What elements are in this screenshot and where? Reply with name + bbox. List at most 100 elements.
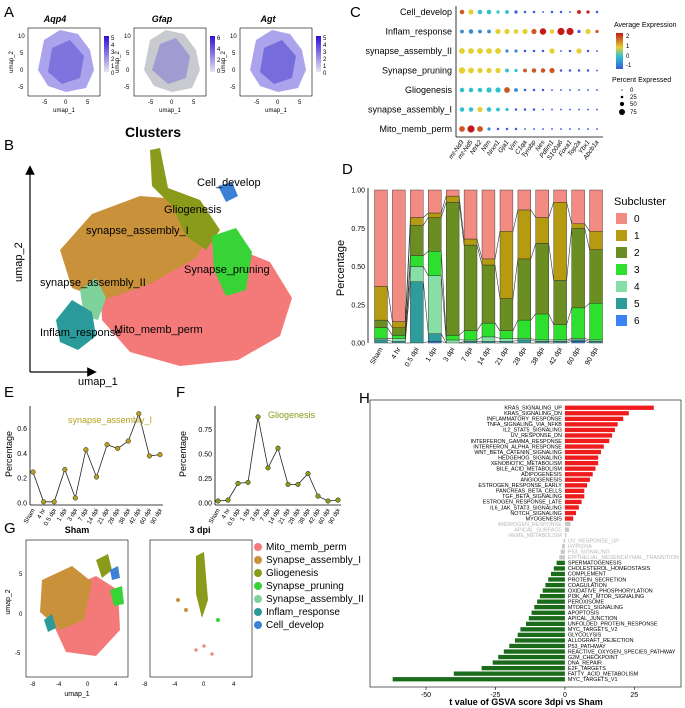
scale-label: 6: [217, 36, 221, 42]
gsva-bar: [564, 449, 601, 455]
dotplot-dot: [595, 29, 599, 34]
x-tick-label: 14 dpi: [477, 346, 493, 366]
gsva-bar: [503, 649, 565, 654]
data-point: [104, 442, 110, 448]
scale-label: 3: [111, 50, 115, 56]
dotplot-dot: [585, 28, 591, 35]
stacked-bar-segment: [446, 339, 460, 344]
legend-label: Inflam_response: [266, 607, 340, 618]
alluvial-line: [440, 251, 447, 336]
alluvial-line: [566, 339, 572, 342]
x-tick: -8: [30, 682, 36, 688]
panel-letter-c: C: [350, 4, 361, 21]
umap-points: [144, 30, 200, 92]
dotplot-dot: [523, 49, 527, 53]
panel-d: Sham 4 hr 0.5 dpi 1 dpi 3 dpi 7 dpi 14 dpi 21 d…: [335, 188, 666, 369]
stacked-bar-segment: [571, 189, 585, 224]
data-point: [125, 438, 131, 444]
stacked-bar-segment: [374, 286, 388, 321]
scale-label: 0: [111, 71, 115, 77]
y-tick-label: 0.50: [198, 452, 212, 459]
stacked-bar-segment: [428, 250, 442, 276]
alluvial-line: [458, 202, 465, 246]
stacked-bar-segment: [499, 338, 514, 342]
x-axis-label: umap_1: [64, 691, 89, 698]
y-tick-label: 0.6: [17, 426, 27, 433]
stacked-bar-segment: [374, 319, 388, 328]
panel-e-title: synapse_assembly_I: [68, 415, 152, 425]
y-tick: 10: [124, 34, 131, 40]
gsva-label: WNT_BETA_CATENIN_SIGNALING: [474, 450, 562, 456]
dotplot-dot: [459, 87, 465, 93]
stacked-bar-segment: [553, 201, 567, 281]
stacked-bar-segment: [410, 281, 424, 344]
stacked-bar-segment: [535, 189, 549, 218]
stacked-bar-segment: [571, 307, 585, 339]
stacked-bar-segment: [589, 303, 603, 341]
panel-letter-b: B: [4, 137, 14, 154]
panel-e-ylabel: Percentage: [4, 431, 14, 477]
dotplot-dot: [551, 108, 553, 111]
panel-b: Clusters Cell_develop Gliogenesis synaps…: [13, 124, 292, 388]
stacked-bar-segment: [589, 231, 603, 250]
data-point: [115, 445, 121, 451]
gsva-bar: [564, 416, 624, 421]
dotplot-dot: [468, 48, 474, 54]
dotplot-row-label: Gliogenesis: [405, 85, 453, 95]
dotplot-dot: [495, 87, 501, 93]
gsva-bar: [562, 544, 565, 549]
dotplot-dot: [549, 48, 555, 54]
dotplot-dot: [596, 50, 598, 52]
y-tick-label: 1.00: [351, 188, 365, 195]
gsva-bar: [548, 577, 565, 582]
gsva-label: MYOGENESIS: [526, 516, 563, 522]
dotplot-dot: [495, 28, 501, 35]
stacked-bar-segment: [428, 341, 442, 344]
panel-d-legend-title: Subcluster: [614, 196, 666, 208]
x-tick-label: 60 dpi: [566, 346, 582, 366]
gsva-bar: [564, 488, 585, 493]
data-point: [146, 453, 152, 459]
umap-points: [250, 30, 306, 92]
stacked-bar-segment: [571, 338, 585, 341]
alluvial-line: [440, 275, 447, 340]
dotplot-dot: [496, 10, 500, 14]
dotplot-dot: [522, 28, 528, 35]
y-tick-label: 0.75: [351, 226, 365, 233]
series-line: [217, 416, 339, 502]
stacked-bar-segment: [446, 189, 460, 197]
stacked-bar-segment: [392, 327, 406, 336]
x-tick: -8: [142, 682, 148, 688]
gsva-bar: [520, 627, 565, 632]
gsva-label: MYC_TARGETS_V1: [568, 677, 618, 683]
legend-label: Synapse_assembly_I: [266, 555, 361, 566]
dotplot-dot: [532, 10, 536, 14]
gsva-label: UNFOLDED_PROTEIN_RESPONSE: [568, 622, 658, 628]
dotplot-dot: [486, 9, 492, 15]
panel-letter-f: F: [176, 384, 185, 401]
dotplot-row-label: Cell_develop: [400, 7, 452, 17]
gsva-label: IL2_STAT5_SIGNALING: [503, 428, 562, 434]
dotplot-row-label: Mito_memb_perm: [379, 124, 452, 134]
dotplot-dot: [486, 67, 492, 74]
legend-label: 2: [634, 248, 640, 259]
alluvial-line: [548, 243, 554, 281]
scale-label: 2: [111, 57, 115, 63]
gsva-bar: [564, 527, 570, 532]
dotplot-dot: [496, 127, 500, 131]
legend-label: Synapse_pruning: [266, 581, 344, 592]
x-tick-label: 25: [630, 692, 638, 699]
x-tick: 4: [232, 682, 236, 688]
stacked-bar-segment: [410, 189, 424, 218]
pct-legend-title: Percent Expressed: [612, 77, 671, 84]
legend-label: Mito_memb_perm: [266, 542, 347, 553]
scale-label: 0: [217, 69, 221, 75]
gsva-bar: [509, 643, 565, 649]
gsva-bar: [564, 455, 599, 460]
y-tick-label: 0.50: [351, 264, 365, 271]
panel-g: Sham 3 dpi -8 -4 0 4 -8 -4 0 4 5 0: [5, 525, 364, 698]
stacked-bar-segment: [553, 189, 567, 203]
data-point: [62, 466, 68, 473]
dotplot-dot: [459, 48, 465, 54]
